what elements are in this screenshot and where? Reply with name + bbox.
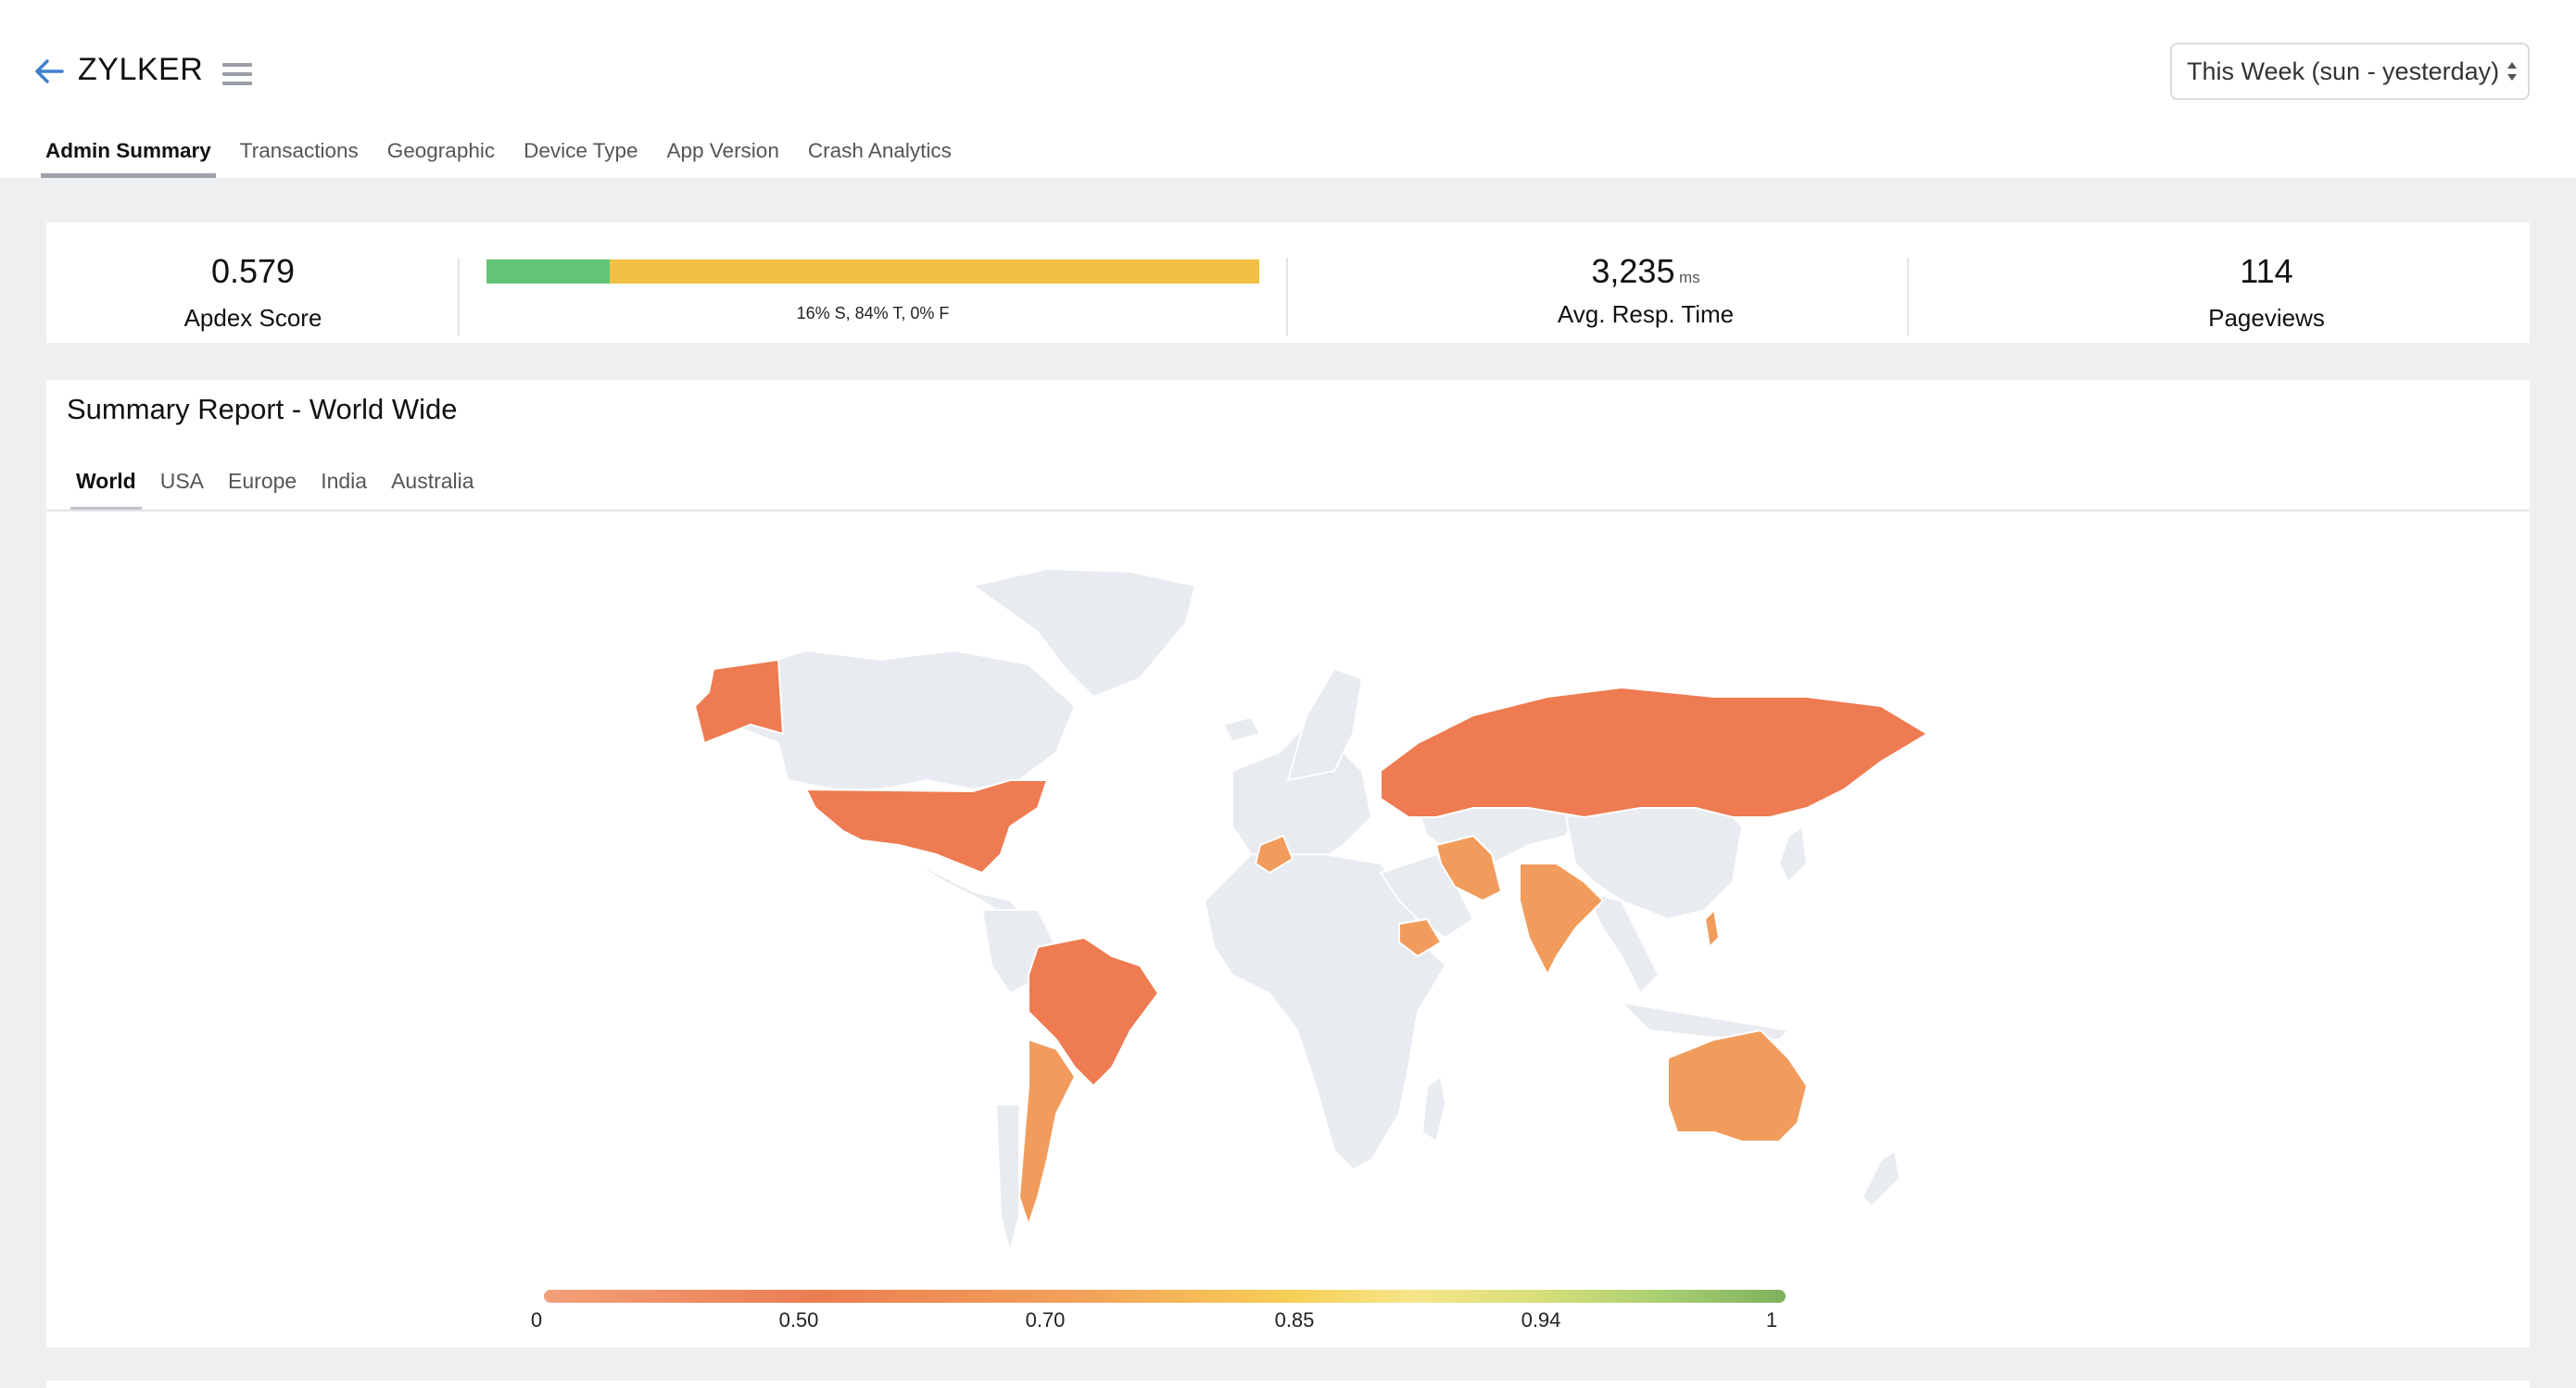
pageviews-value: 114 — [2240, 252, 2293, 290]
select-caret-icon — [2507, 62, 2517, 81]
kpi-divider — [1286, 258, 1288, 335]
map-ethiopia — [1398, 917, 1443, 958]
top-header: ZYLKER This Week (sun - yesterday) Admin… — [0, 0, 2576, 178]
region-tab-usa[interactable]: USA — [159, 469, 205, 493]
apdex-score-label: Apdex Score — [183, 304, 322, 332]
world-map — [693, 567, 1929, 1254]
region-tab-india[interactable]: India — [321, 469, 368, 493]
tab-crash-analytics[interactable]: Crash Analytics — [807, 139, 952, 162]
summary-report-title: Summary Report - World Wide — [67, 393, 458, 425]
tabs-divider — [46, 510, 2530, 511]
map-argentina — [1017, 1038, 1077, 1229]
map-africa — [1203, 853, 1447, 1171]
kpi-divider — [458, 258, 460, 335]
legend-label: 0.50 — [778, 1308, 819, 1331]
map-indonesia — [1619, 1001, 1791, 1041]
tab-app-version[interactable]: App Version — [666, 139, 779, 162]
app-title: ZYLKER — [78, 52, 204, 87]
apdex-score-value: 0.579 — [210, 252, 296, 290]
map-australia — [1667, 1028, 1809, 1142]
map-chile — [994, 1104, 1020, 1254]
next-card-edge — [46, 1381, 2530, 1388]
map-france — [1254, 834, 1294, 875]
map-greenland — [970, 567, 1197, 699]
response-time-value: 3,235 — [1591, 252, 1675, 290]
apdex-satisfied-segment — [486, 259, 611, 284]
apdex-score-kpi: 0.579 Apdex Score — [130, 252, 376, 333]
region-tab-world[interactable]: World — [70, 469, 142, 511]
map-madagascar — [1421, 1075, 1447, 1143]
response-time-unit: ms — [1678, 269, 1700, 286]
region-tab-australia[interactable]: Australia — [391, 469, 474, 493]
hamburger-menu-icon[interactable] — [222, 63, 252, 85]
map-usa — [804, 779, 1049, 875]
tab-transactions[interactable]: Transactions — [239, 139, 359, 162]
pageviews-kpi: 114 Pageviews — [2063, 252, 2470, 333]
map-iran — [1434, 834, 1503, 902]
region-tabs: World USA Europe India Australia — [70, 469, 493, 511]
map-japan — [1777, 825, 1809, 884]
date-range-value: This Week (sun - yesterday) — [2187, 57, 2500, 85]
map-russia — [1380, 686, 1929, 819]
apdex-breakdown-bar — [486, 259, 1259, 284]
response-time-label: Avg. Resp. Time — [1557, 300, 1735, 328]
tab-device-type[interactable]: Device Type — [524, 139, 638, 162]
response-time-kpi: 3,235 ms Avg. Resp. Time — [1414, 252, 1877, 329]
main-tabs: Admin Summary Transactions Geographic De… — [41, 135, 976, 178]
tab-geographic[interactable]: Geographic — [386, 139, 496, 162]
date-range-select[interactable]: This Week (sun - yesterday) — [2170, 43, 2530, 100]
legend-color-scale — [544, 1290, 1786, 1303]
region-tab-europe[interactable]: Europe — [228, 469, 297, 493]
pageviews-label: Pageviews — [2208, 304, 2325, 332]
tab-admin-summary[interactable]: Admin Summary — [41, 135, 216, 178]
arrow-left-icon[interactable] — [33, 57, 65, 85]
legend-label: 0.94 — [1521, 1308, 1561, 1331]
map-brazil — [1028, 936, 1160, 1088]
legend-label: 0.70 — [1025, 1308, 1066, 1331]
map-southeast-asia — [1583, 890, 1661, 995]
legend-label: 0 — [530, 1308, 543, 1331]
map-alaska — [693, 658, 785, 745]
map-india — [1519, 863, 1605, 978]
map-canada — [731, 649, 1077, 791]
apdex-breakdown-caption: 16% S, 84% T, 0% F — [796, 304, 950, 322]
map-new-zealand — [1861, 1149, 1901, 1208]
map-iceland — [1221, 715, 1262, 743]
legend-label: 1 — [1765, 1308, 1778, 1331]
legend-label: 0.85 — [1274, 1308, 1315, 1331]
map-philippines — [1703, 907, 1721, 950]
apdex-tolerating-segment — [610, 259, 1259, 284]
kpi-card: 0.579 Apdex Score 16% S, 84% T, 0% F 3,2… — [46, 222, 2530, 343]
kpi-divider — [1907, 258, 1909, 335]
map-scandinavia — [1286, 667, 1364, 782]
summary-report-card: Summary Report - World Wide World USA Eu… — [46, 380, 2530, 1347]
